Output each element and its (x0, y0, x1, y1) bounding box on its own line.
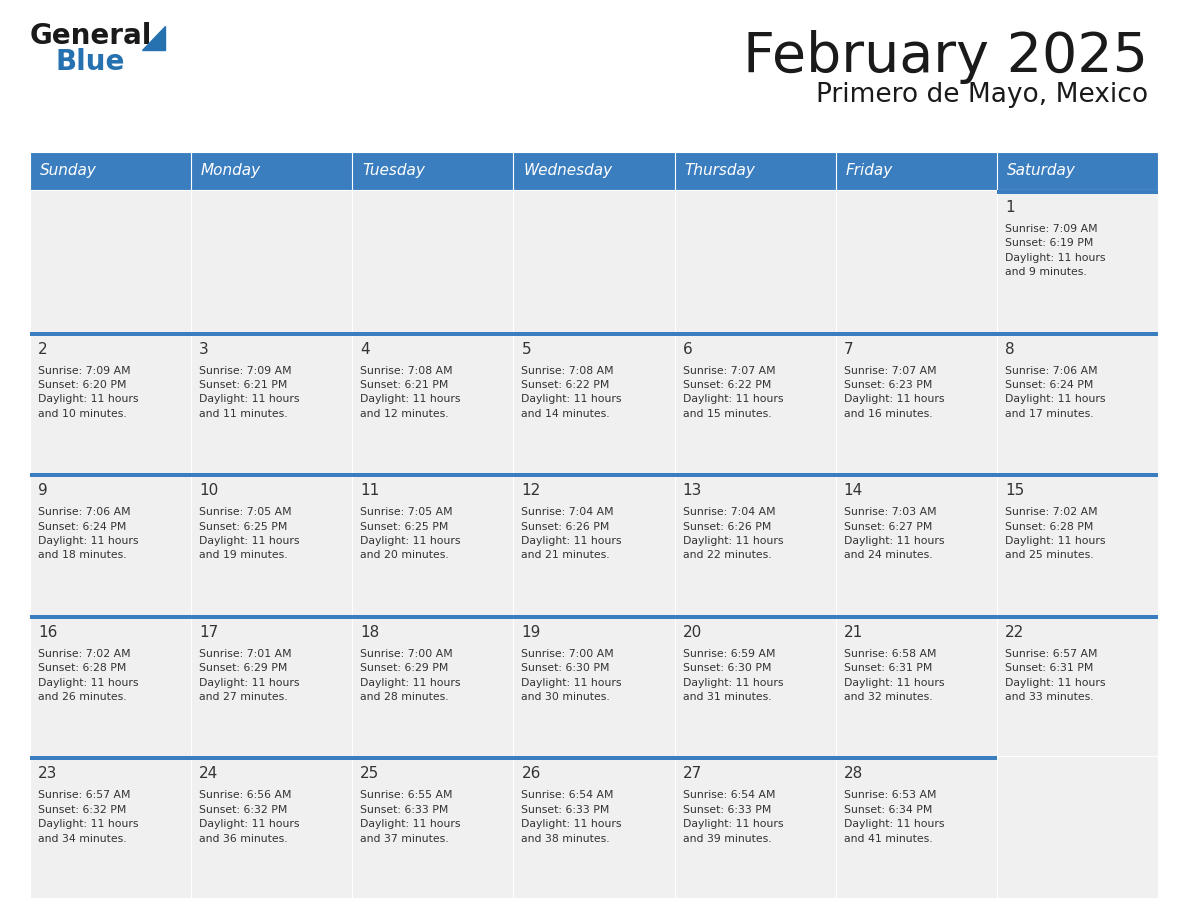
Text: Sunrise: 6:58 AM
Sunset: 6:31 PM
Daylight: 11 hours
and 32 minutes.: Sunrise: 6:58 AM Sunset: 6:31 PM Dayligh… (843, 649, 944, 702)
Text: 14: 14 (843, 483, 862, 498)
Text: 1: 1 (1005, 200, 1015, 215)
Text: Sunrise: 7:09 AM
Sunset: 6:20 PM
Daylight: 11 hours
and 10 minutes.: Sunrise: 7:09 AM Sunset: 6:20 PM Dayligh… (38, 365, 139, 419)
Text: 20: 20 (683, 625, 702, 640)
Bar (835, 331, 997, 336)
Text: 28: 28 (843, 767, 862, 781)
Text: Sunrise: 6:54 AM
Sunset: 6:33 PM
Daylight: 11 hours
and 38 minutes.: Sunrise: 6:54 AM Sunset: 6:33 PM Dayligh… (522, 790, 623, 844)
Text: Sunrise: 7:06 AM
Sunset: 6:24 PM
Daylight: 11 hours
and 18 minutes.: Sunrise: 7:06 AM Sunset: 6:24 PM Dayligh… (38, 507, 139, 560)
Text: 13: 13 (683, 483, 702, 498)
Text: 6: 6 (683, 341, 693, 356)
Text: Sunrise: 6:53 AM
Sunset: 6:34 PM
Daylight: 11 hours
and 41 minutes.: Sunrise: 6:53 AM Sunset: 6:34 PM Dayligh… (843, 790, 944, 844)
Text: 5: 5 (522, 341, 531, 356)
Text: Sunrise: 7:07 AM
Sunset: 6:23 PM
Daylight: 11 hours
and 16 minutes.: Sunrise: 7:07 AM Sunset: 6:23 PM Dayligh… (843, 365, 944, 419)
Text: Saturday: Saturday (1006, 163, 1075, 178)
Text: Sunrise: 7:01 AM
Sunset: 6:29 PM
Daylight: 11 hours
and 27 minutes.: Sunrise: 7:01 AM Sunset: 6:29 PM Dayligh… (200, 649, 299, 702)
Bar (675, 615, 835, 619)
Bar (353, 756, 513, 760)
Text: Sunday: Sunday (39, 163, 96, 178)
Text: 7: 7 (843, 341, 853, 356)
Text: Primero de Mayo, Mexico: Primero de Mayo, Mexico (816, 82, 1148, 108)
Bar (997, 473, 1158, 477)
Text: Blue: Blue (56, 48, 126, 76)
Text: Sunrise: 7:09 AM
Sunset: 6:19 PM
Daylight: 11 hours
and 9 minutes.: Sunrise: 7:09 AM Sunset: 6:19 PM Dayligh… (1005, 224, 1105, 277)
Bar (513, 756, 675, 760)
Bar (191, 331, 353, 336)
Bar (997, 190, 1158, 194)
Bar (675, 473, 835, 477)
Text: Sunrise: 7:00 AM
Sunset: 6:30 PM
Daylight: 11 hours
and 30 minutes.: Sunrise: 7:00 AM Sunset: 6:30 PM Dayligh… (522, 649, 623, 702)
Text: 23: 23 (38, 767, 57, 781)
Bar (353, 473, 513, 477)
Text: 2: 2 (38, 341, 48, 356)
Text: 11: 11 (360, 483, 380, 498)
Text: Sunrise: 6:57 AM
Sunset: 6:31 PM
Daylight: 11 hours
and 33 minutes.: Sunrise: 6:57 AM Sunset: 6:31 PM Dayligh… (1005, 649, 1105, 702)
Bar (30, 331, 191, 336)
Bar (997, 615, 1158, 619)
Bar (30, 473, 191, 477)
Text: Sunrise: 7:04 AM
Sunset: 6:26 PM
Daylight: 11 hours
and 21 minutes.: Sunrise: 7:04 AM Sunset: 6:26 PM Dayligh… (522, 507, 623, 560)
Text: 9: 9 (38, 483, 48, 498)
Text: Sunrise: 7:08 AM
Sunset: 6:21 PM
Daylight: 11 hours
and 12 minutes.: Sunrise: 7:08 AM Sunset: 6:21 PM Dayligh… (360, 365, 461, 419)
Text: Thursday: Thursday (684, 163, 756, 178)
Bar (513, 473, 675, 477)
Text: 12: 12 (522, 483, 541, 498)
Text: Sunrise: 6:54 AM
Sunset: 6:33 PM
Daylight: 11 hours
and 39 minutes.: Sunrise: 6:54 AM Sunset: 6:33 PM Dayligh… (683, 790, 783, 844)
Text: Sunrise: 7:04 AM
Sunset: 6:26 PM
Daylight: 11 hours
and 22 minutes.: Sunrise: 7:04 AM Sunset: 6:26 PM Dayligh… (683, 507, 783, 560)
Bar (191, 756, 353, 760)
Text: 8: 8 (1005, 341, 1015, 356)
Bar (513, 615, 675, 619)
Text: 27: 27 (683, 767, 702, 781)
Text: Wednesday: Wednesday (523, 163, 612, 178)
Text: Monday: Monday (201, 163, 261, 178)
Text: February 2025: February 2025 (742, 30, 1148, 84)
Text: Sunrise: 7:05 AM
Sunset: 6:25 PM
Daylight: 11 hours
and 19 minutes.: Sunrise: 7:05 AM Sunset: 6:25 PM Dayligh… (200, 507, 299, 560)
Bar (513, 331, 675, 336)
Text: 10: 10 (200, 483, 219, 498)
Bar (835, 756, 997, 760)
Text: 22: 22 (1005, 625, 1024, 640)
Bar (30, 615, 191, 619)
Text: 24: 24 (200, 767, 219, 781)
Text: Sunrise: 6:57 AM
Sunset: 6:32 PM
Daylight: 11 hours
and 34 minutes.: Sunrise: 6:57 AM Sunset: 6:32 PM Dayligh… (38, 790, 139, 844)
Text: 16: 16 (38, 625, 57, 640)
Text: 3: 3 (200, 341, 209, 356)
Bar (997, 331, 1158, 336)
Text: Sunrise: 7:05 AM
Sunset: 6:25 PM
Daylight: 11 hours
and 20 minutes.: Sunrise: 7:05 AM Sunset: 6:25 PM Dayligh… (360, 507, 461, 560)
Text: Sunrise: 7:02 AM
Sunset: 6:28 PM
Daylight: 11 hours
and 26 minutes.: Sunrise: 7:02 AM Sunset: 6:28 PM Dayligh… (38, 649, 139, 702)
Bar (353, 331, 513, 336)
Bar (191, 473, 353, 477)
Bar (675, 331, 835, 336)
Text: Sunrise: 6:59 AM
Sunset: 6:30 PM
Daylight: 11 hours
and 31 minutes.: Sunrise: 6:59 AM Sunset: 6:30 PM Dayligh… (683, 649, 783, 702)
Text: Sunrise: 7:07 AM
Sunset: 6:22 PM
Daylight: 11 hours
and 15 minutes.: Sunrise: 7:07 AM Sunset: 6:22 PM Dayligh… (683, 365, 783, 419)
Text: Sunrise: 7:06 AM
Sunset: 6:24 PM
Daylight: 11 hours
and 17 minutes.: Sunrise: 7:06 AM Sunset: 6:24 PM Dayligh… (1005, 365, 1105, 419)
Bar (353, 615, 513, 619)
Text: 4: 4 (360, 341, 369, 356)
Text: Sunrise: 7:02 AM
Sunset: 6:28 PM
Daylight: 11 hours
and 25 minutes.: Sunrise: 7:02 AM Sunset: 6:28 PM Dayligh… (1005, 507, 1105, 560)
Text: Sunrise: 6:56 AM
Sunset: 6:32 PM
Daylight: 11 hours
and 36 minutes.: Sunrise: 6:56 AM Sunset: 6:32 PM Dayligh… (200, 790, 299, 844)
Text: Sunrise: 7:08 AM
Sunset: 6:22 PM
Daylight: 11 hours
and 14 minutes.: Sunrise: 7:08 AM Sunset: 6:22 PM Dayligh… (522, 365, 623, 419)
Text: 18: 18 (360, 625, 380, 640)
Text: 15: 15 (1005, 483, 1024, 498)
Text: 19: 19 (522, 625, 541, 640)
Text: General: General (30, 22, 152, 50)
Bar (30, 756, 191, 760)
Text: 25: 25 (360, 767, 380, 781)
Text: Sunrise: 7:00 AM
Sunset: 6:29 PM
Daylight: 11 hours
and 28 minutes.: Sunrise: 7:00 AM Sunset: 6:29 PM Dayligh… (360, 649, 461, 702)
Text: Sunrise: 7:09 AM
Sunset: 6:21 PM
Daylight: 11 hours
and 11 minutes.: Sunrise: 7:09 AM Sunset: 6:21 PM Dayligh… (200, 365, 299, 419)
Text: Sunrise: 7:03 AM
Sunset: 6:27 PM
Daylight: 11 hours
and 24 minutes.: Sunrise: 7:03 AM Sunset: 6:27 PM Dayligh… (843, 507, 944, 560)
Text: Sunrise: 6:55 AM
Sunset: 6:33 PM
Daylight: 11 hours
and 37 minutes.: Sunrise: 6:55 AM Sunset: 6:33 PM Dayligh… (360, 790, 461, 844)
Polygon shape (143, 26, 165, 50)
Bar (835, 615, 997, 619)
Text: 21: 21 (843, 625, 862, 640)
Text: 26: 26 (522, 767, 541, 781)
Text: Tuesday: Tuesday (362, 163, 425, 178)
Bar (675, 756, 835, 760)
Bar (191, 615, 353, 619)
Text: 17: 17 (200, 625, 219, 640)
Bar (835, 473, 997, 477)
Text: Friday: Friday (846, 163, 892, 178)
